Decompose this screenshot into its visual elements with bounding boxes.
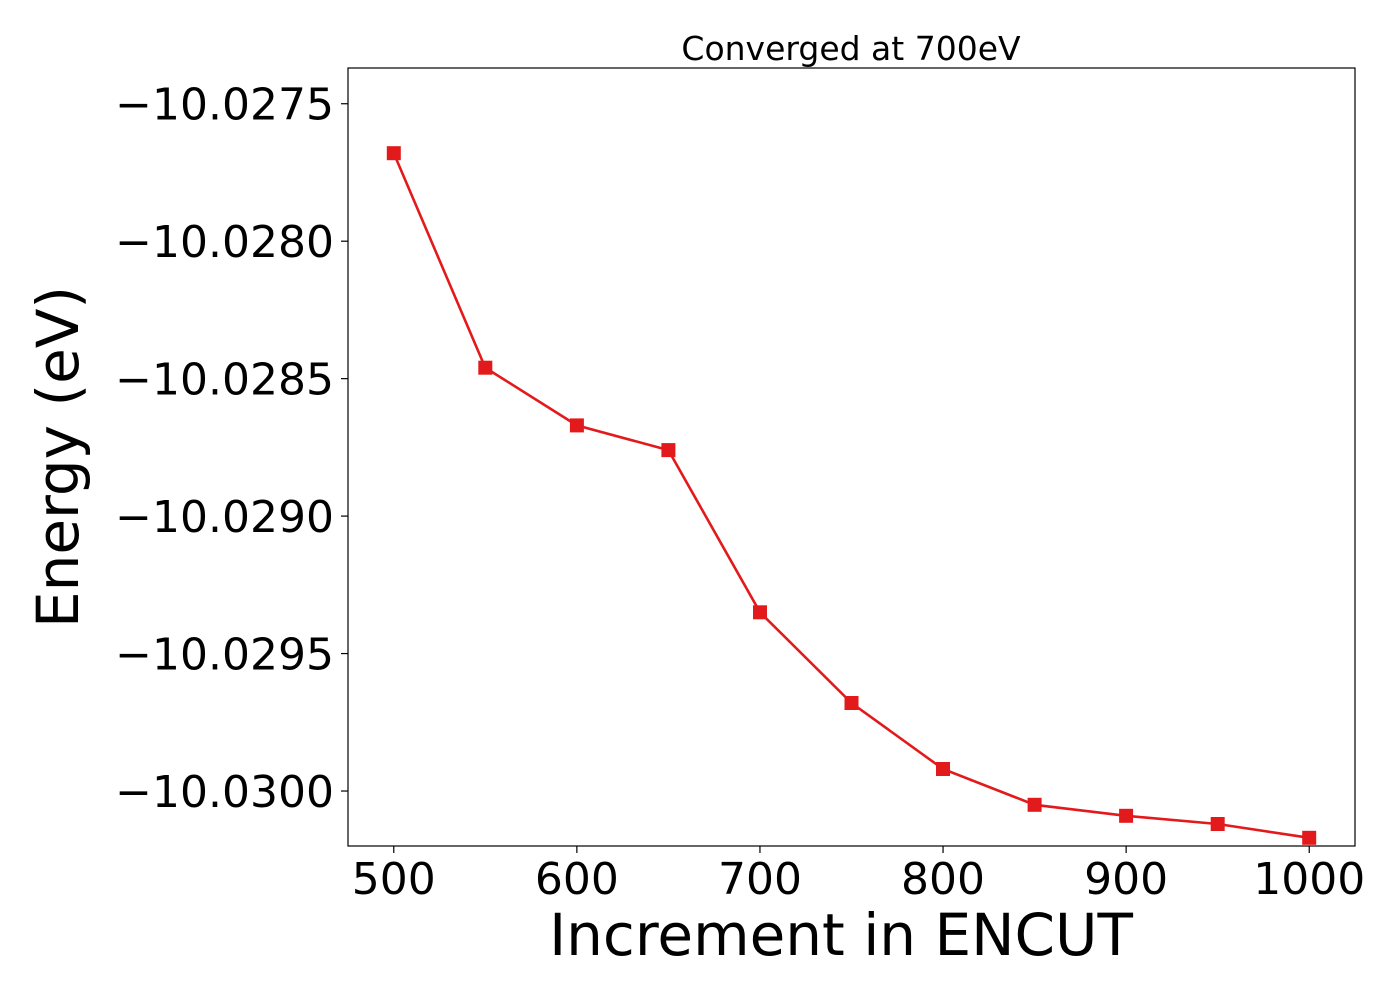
data-point: [569, 418, 584, 433]
chart-title: Converged at 700eV: [681, 29, 1021, 68]
x-tick-label: 500: [352, 854, 436, 905]
data-point: [1210, 817, 1225, 831]
plot-area: [386, 146, 1317, 845]
y-tick-label: −10.0275: [115, 80, 334, 131]
y-tick-label: −10.0295: [115, 630, 334, 681]
x-tick-label: 900: [1084, 854, 1168, 905]
x-tick-label: 1000: [1253, 854, 1365, 905]
data-point: [1119, 808, 1134, 823]
y-tick-label: −10.0285: [115, 355, 334, 406]
x-tick-label: 600: [535, 854, 619, 905]
y-tick-label: −10.0280: [115, 217, 334, 268]
y-axis: −10.0275 −10.0280 −10.0285 −10.0290 −10.0295…: [115, 80, 348, 818]
data-point: [936, 762, 950, 776]
data-point: [386, 146, 401, 161]
data-point: [478, 360, 493, 375]
x-axis-label: Increment in ENCUT: [549, 901, 1133, 969]
data-point: [1302, 830, 1317, 845]
data-point: [1027, 797, 1042, 812]
plot-frame: [347, 67, 1356, 847]
y-tick-label: −10.0290: [115, 492, 334, 543]
data-point: [844, 696, 859, 710]
x-tick-label: 800: [901, 854, 985, 905]
x-axis: 500 600 700 800 900 1000: [352, 846, 1365, 905]
series-line: [392, 152, 1310, 840]
data-point: [753, 605, 767, 620]
y-axis-label: Energy (eV): [24, 286, 92, 628]
x-tick-label: 700: [718, 854, 802, 905]
data-point: [661, 443, 676, 458]
y-tick-label: −10.0300: [115, 767, 334, 818]
